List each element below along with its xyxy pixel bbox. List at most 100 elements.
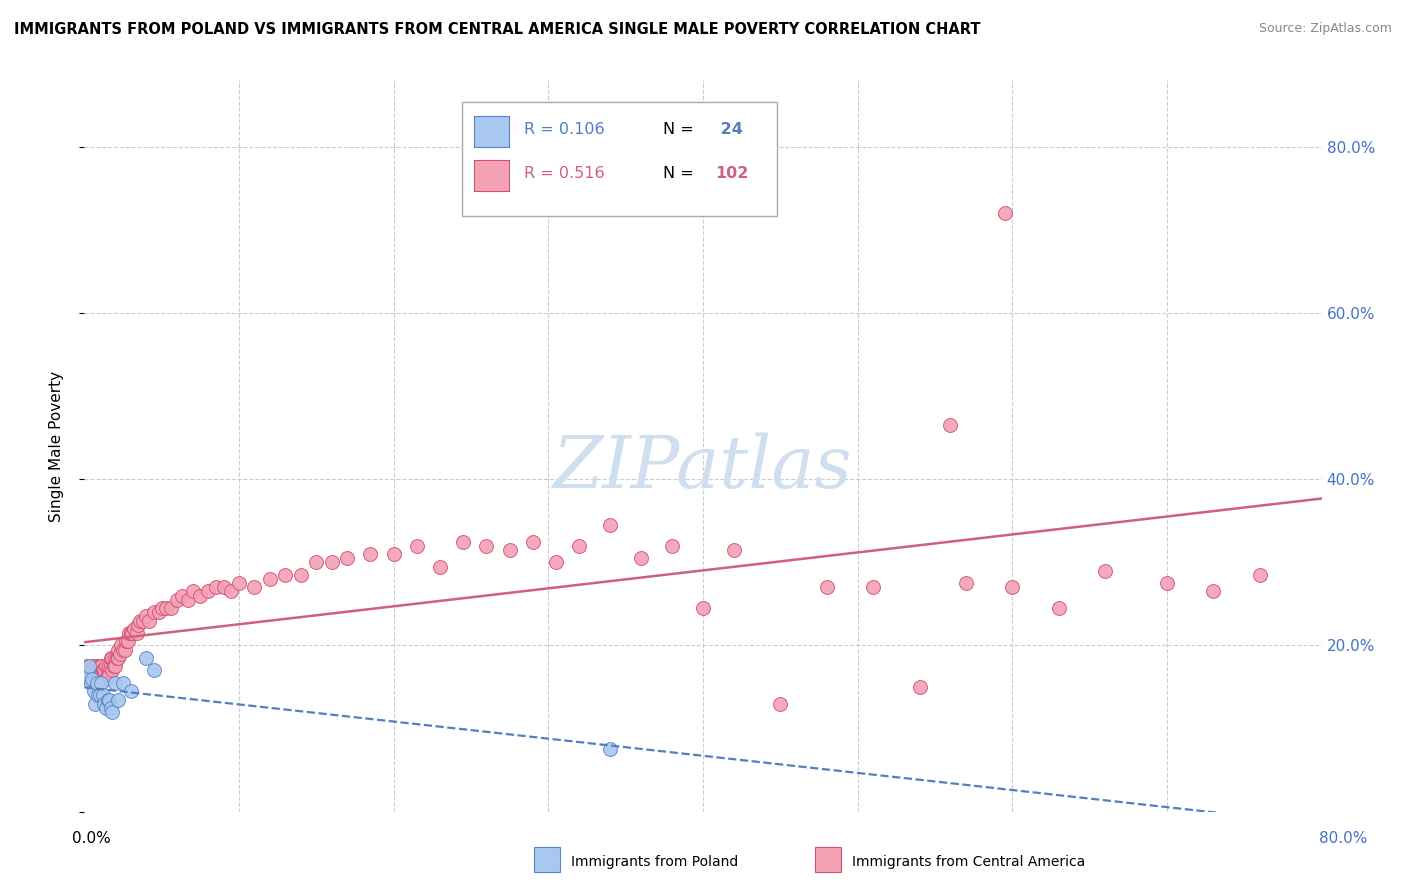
Point	[90, 667, 112, 681]
Point	[1047, 601, 1070, 615]
Point	[108, 647, 131, 661]
Point	[862, 580, 884, 594]
Point	[1249, 567, 1271, 582]
Point	[86, 659, 108, 673]
Point	[336, 551, 359, 566]
Point	[290, 567, 312, 582]
Point	[101, 651, 124, 665]
Point	[87, 672, 110, 686]
Point	[114, 642, 136, 657]
Point	[143, 605, 166, 619]
Y-axis label: Single Male Poverty: Single Male Poverty	[49, 370, 63, 522]
Point	[994, 206, 1017, 220]
Point	[181, 584, 204, 599]
Point	[93, 664, 115, 678]
Point	[382, 547, 405, 561]
Point	[79, 676, 101, 690]
Point	[155, 601, 177, 615]
Point	[177, 592, 200, 607]
Point	[908, 680, 931, 694]
Point	[87, 689, 110, 703]
Text: Immigrants from Poland: Immigrants from Poland	[571, 855, 738, 869]
Point	[112, 676, 135, 690]
Point	[97, 667, 120, 681]
Point	[166, 592, 188, 607]
Point	[815, 580, 838, 594]
Point	[723, 542, 745, 557]
Text: Immigrants from Central America: Immigrants from Central America	[852, 855, 1085, 869]
Point	[630, 551, 652, 566]
Text: IMMIGRANTS FROM POLAND VS IMMIGRANTS FROM CENTRAL AMERICA SINGLE MALE POVERTY CO: IMMIGRANTS FROM POLAND VS IMMIGRANTS FRO…	[14, 22, 980, 37]
Point	[112, 642, 135, 657]
Point	[170, 589, 193, 603]
Text: 102: 102	[716, 166, 749, 181]
Point	[160, 601, 183, 615]
Point	[87, 664, 110, 678]
Point	[1202, 584, 1225, 599]
Point	[259, 572, 281, 586]
Point	[94, 672, 117, 686]
Point	[93, 697, 115, 711]
Point	[91, 689, 114, 703]
Point	[84, 672, 107, 686]
Point	[101, 705, 124, 719]
Point	[148, 605, 170, 619]
Point	[128, 617, 150, 632]
FancyBboxPatch shape	[461, 103, 778, 216]
Point	[84, 664, 107, 678]
Point	[122, 622, 145, 636]
Bar	[474, 116, 509, 147]
Point	[321, 555, 343, 569]
Point	[599, 518, 621, 533]
Point	[120, 626, 142, 640]
Point	[97, 664, 120, 678]
Point	[83, 659, 105, 673]
Point	[86, 676, 108, 690]
Point	[76, 667, 98, 681]
Point	[661, 539, 683, 553]
Text: R = 0.106: R = 0.106	[523, 122, 605, 137]
Point	[77, 659, 100, 673]
Point	[1094, 564, 1116, 578]
Point	[546, 555, 568, 569]
Point	[475, 539, 498, 553]
Text: N =: N =	[664, 122, 695, 137]
Point	[115, 634, 138, 648]
Point	[274, 567, 297, 582]
Point	[84, 697, 107, 711]
Point	[91, 667, 114, 681]
Point	[135, 651, 157, 665]
Point	[91, 664, 114, 678]
Point	[89, 689, 111, 703]
Point	[98, 659, 121, 673]
Point	[135, 609, 157, 624]
Point	[104, 659, 127, 673]
Point	[228, 576, 250, 591]
Point	[1001, 580, 1024, 594]
Point	[104, 651, 127, 665]
Point	[138, 614, 160, 628]
Bar	[474, 160, 509, 191]
Point	[453, 534, 475, 549]
Point	[94, 701, 117, 715]
Text: R = 0.516: R = 0.516	[523, 166, 605, 181]
Point	[769, 697, 792, 711]
Point	[100, 651, 122, 665]
Point	[939, 418, 962, 433]
Point	[107, 651, 129, 665]
Point	[79, 664, 101, 678]
Point	[97, 692, 120, 706]
Point	[132, 614, 155, 628]
Point	[1156, 576, 1178, 591]
Point	[406, 539, 429, 553]
Point	[129, 614, 152, 628]
Point	[83, 684, 105, 698]
Point	[599, 742, 621, 756]
Point	[86, 667, 108, 681]
Point	[125, 626, 148, 640]
Point	[522, 534, 544, 549]
Point	[150, 601, 173, 615]
Point	[77, 659, 100, 673]
Text: Source: ZipAtlas.com: Source: ZipAtlas.com	[1258, 22, 1392, 36]
Point	[107, 642, 129, 657]
